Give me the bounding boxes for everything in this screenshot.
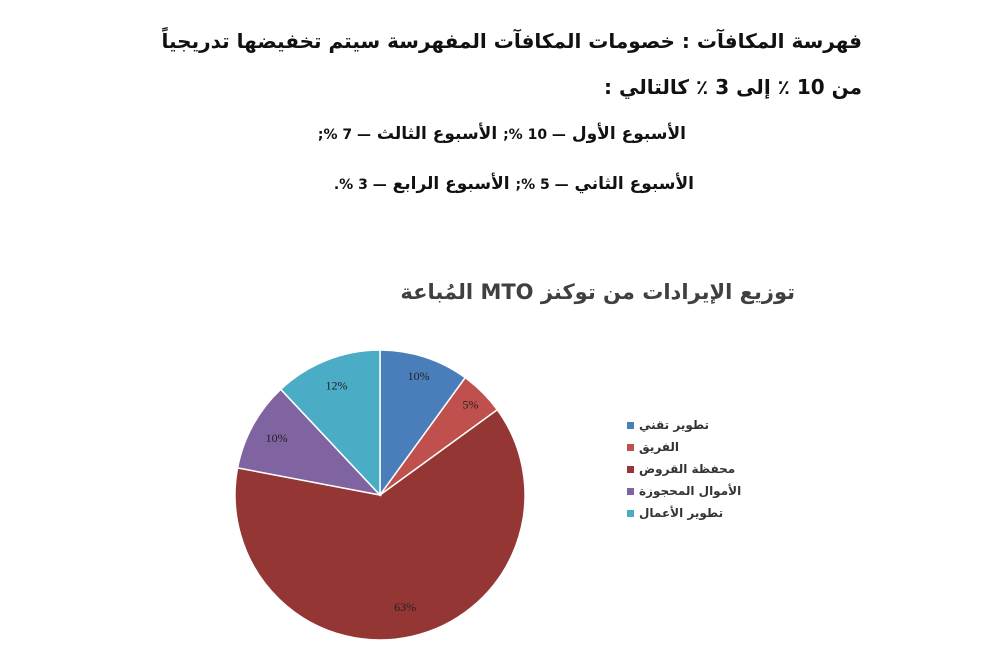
legend-label: تطوير تقني: [639, 418, 710, 432]
intro-line-2: من 10 ٪ إلى 3 ٪ كالتالي :: [604, 75, 862, 99]
pie-slice-label: 10%: [266, 431, 288, 445]
week-2-label: الأسبوع الثاني: [574, 174, 694, 194]
pie-slice-label: 63%: [394, 600, 416, 614]
intro-line-1: فهرسة المكافآت : خصومات المكافآت المفهرس…: [161, 29, 863, 53]
pie-chart: 10% 5% 63% 10% 12%: [234, 349, 526, 641]
chart-legend: تطوير تقني الفريق محفظة القروض الأموال المح…: [625, 418, 755, 528]
pie-slice: [234, 408, 526, 641]
legend-item: تطوير تقني: [625, 418, 755, 440]
legend-swatch: [627, 510, 634, 517]
pie-slice-label: 5%: [463, 397, 479, 411]
legend-label: محفظة القروض: [639, 462, 736, 476]
pie-slice: [379, 349, 467, 498]
legend-swatch: [627, 488, 634, 495]
pie-slice: [236, 388, 383, 497]
week-schedule-row-1: الأسبوع الأول — 10 %; الأسبوع الثالث — 7…: [318, 124, 686, 144]
legend-swatch: [627, 422, 634, 429]
legend-item: محفظة القروض: [625, 462, 755, 484]
legend-swatch: [627, 444, 634, 451]
intro-text: فهرسة المكافآت : خصومات المكافآت المفهرس…: [102, 18, 863, 110]
legend-label: الأموال المحجوزة: [639, 484, 742, 498]
week-4-value: — 3 %.: [333, 177, 387, 193]
week-1-label: الأسبوع الأول: [571, 124, 686, 144]
week-1-value: — 10 %;: [503, 127, 566, 143]
pie-slice: [279, 349, 381, 497]
legend-item: تطوير الأعمال: [625, 506, 755, 528]
week-3-value: — 7 %;: [317, 127, 371, 143]
legend-label: الفريق: [639, 440, 680, 454]
week-schedule-row-2: الأسبوع الثاني — 5 %; الأسبوع الرابع — 3…: [334, 174, 694, 194]
pie-slice-label: 10%: [408, 369, 430, 383]
legend-item: الفريق: [625, 440, 755, 462]
legend-label: تطوير الأعمال: [639, 506, 724, 520]
week-2-value: — 5 %;: [515, 177, 569, 193]
legend-item: الأموال المحجوزة: [625, 484, 755, 506]
pie-slice-label: 12%: [326, 378, 348, 392]
week-3-label: الأسبوع الثالث: [376, 124, 498, 144]
legend-swatch: [627, 466, 634, 473]
chart-title: توزيع الإيرادات من توكنز MTO المُباعة: [400, 280, 795, 304]
week-4-label: الأسبوع الرابع: [392, 174, 510, 194]
